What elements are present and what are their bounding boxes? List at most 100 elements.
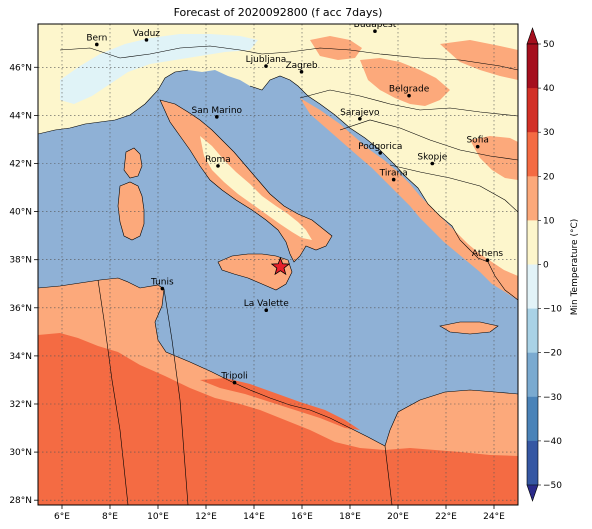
latitude-ticks: 28°N 30°N 32°N 34°N 36°N 38°N 40°N 42°N 44°N 46°N [9,63,38,506]
colorbar-tick-label: 10 [543,216,555,226]
colorbar-tick-label: 30 [543,128,555,138]
colorbar: −50 −40 −30 −20 −10 0 10 20 30 40 50 [526,27,562,502]
city-dot [95,42,99,47]
lon-tick-label: 10°E [147,512,169,522]
event-star-marker [270,256,291,276]
lat-tick-label: 44°N [9,111,32,121]
city-label: Tunis [150,278,174,288]
aegean-mild [470,136,518,180]
city-dot [373,29,377,34]
city-label: La Valette [244,299,289,309]
colorbar-segment [527,44,538,89]
lat-tick-label: 28°N [9,496,32,506]
city-label: Roma [205,155,231,165]
sicily-land [218,254,292,290]
lon-tick-label: 6°E [54,512,70,522]
city-dot [144,38,149,42]
longitude-ticks: 6°E 8°E 10°E 12°E 14°E 16°E 18°E 20°E 22°E 24°E [54,505,505,522]
city-label: Bern [86,33,107,43]
map-grid [38,24,518,505]
colorbar-segment [527,264,538,310]
lon-tick-label: 14°E [243,512,265,522]
colorbar-label: Min Temperature (°C) [570,219,580,316]
lat-tick-label: 32°N [9,400,32,410]
colorbar-segment [527,88,538,133]
colorbar-tick-label: −40 [543,437,562,447]
colorbar-segment [527,308,538,354]
colorbar-extend-bottom [526,484,539,502]
city-label: Tirana [379,169,408,179]
city-dot [232,380,237,385]
colorbar-tick-label: −10 [543,305,562,315]
lon-tick-label: 16°E [291,512,313,522]
city-label: Tripoli [220,372,248,382]
alps-cold [60,34,258,104]
city-dot [215,115,219,119]
corsica-land [124,148,142,178]
colorbar-segment [527,440,538,486]
city-label: San Marino [192,106,243,116]
colorbar-segment [527,220,538,265]
colorbar-segment [527,396,538,442]
north-east-mild [440,40,518,80]
lon-tick-label: 18°E [339,512,361,522]
city-label: Budapest [354,20,397,30]
city-label: Ljubljana [246,55,287,65]
city-dot [299,70,304,74]
sardinia-land [118,182,144,240]
city-dot [475,144,480,149]
city-label: Sofia [466,136,488,146]
colorbar-segment [527,352,538,398]
city-dot [391,177,396,182]
colorbar-tick-label: 50 [543,40,555,50]
lon-tick-label: 22°E [435,512,457,522]
city-label: Podgorica [358,142,402,152]
alps-mild [310,36,362,60]
lon-tick-label: 20°E [387,512,409,522]
colorbar-tick-label: 40 [543,84,555,94]
city-dot [407,93,411,98]
city-dot [216,164,220,168]
lat-tick-label: 30°N [9,448,32,458]
map-frame [37,23,519,506]
italy-cool-interior [200,136,312,240]
lon-tick-label: 12°E [195,512,217,522]
lat-tick-label: 34°N [9,352,32,362]
city-dot [160,286,165,291]
colorbar-tick-label: 20 [543,172,555,182]
colorbar-tick-label: 0 [543,261,549,271]
city-dot [378,151,383,155]
balkans-mild [300,98,518,300]
lat-tick-label: 40°N [9,208,32,218]
colorbar-tick-label: −20 [543,349,562,359]
colorbar-tick-label: −50 [543,481,562,491]
city-label: Vaduz [133,29,160,39]
city-dot [264,64,268,68]
colorbar-extend-top [526,27,539,45]
map-title: Forecast of 2020092800 (f acc 7days) [173,6,383,19]
libya-coast-warm [200,378,360,430]
lat-tick-label: 38°N [9,256,32,266]
city-dot [485,258,490,262]
lat-tick-label: 46°N [9,63,32,73]
colorbar-segment [527,132,538,177]
lat-tick-label: 36°N [9,304,32,314]
city-dot [264,308,269,312]
hungary-mild [360,58,450,106]
city-label: Skopje [417,152,447,162]
city-label: Zagreb [285,61,317,71]
lon-tick-label: 8°E [102,512,118,522]
city-label: Sarajevo [340,108,380,118]
city-label: Athens [472,249,503,259]
crete-land [440,322,498,334]
city-dot [358,116,362,121]
city-label: Belgrade [389,85,430,95]
colorbar-segment [527,176,538,221]
lat-tick-label: 42°N [9,159,32,169]
city-dot [430,161,435,166]
lon-tick-label: 24°E [483,512,505,522]
colorbar-tick-label: −30 [543,393,562,403]
